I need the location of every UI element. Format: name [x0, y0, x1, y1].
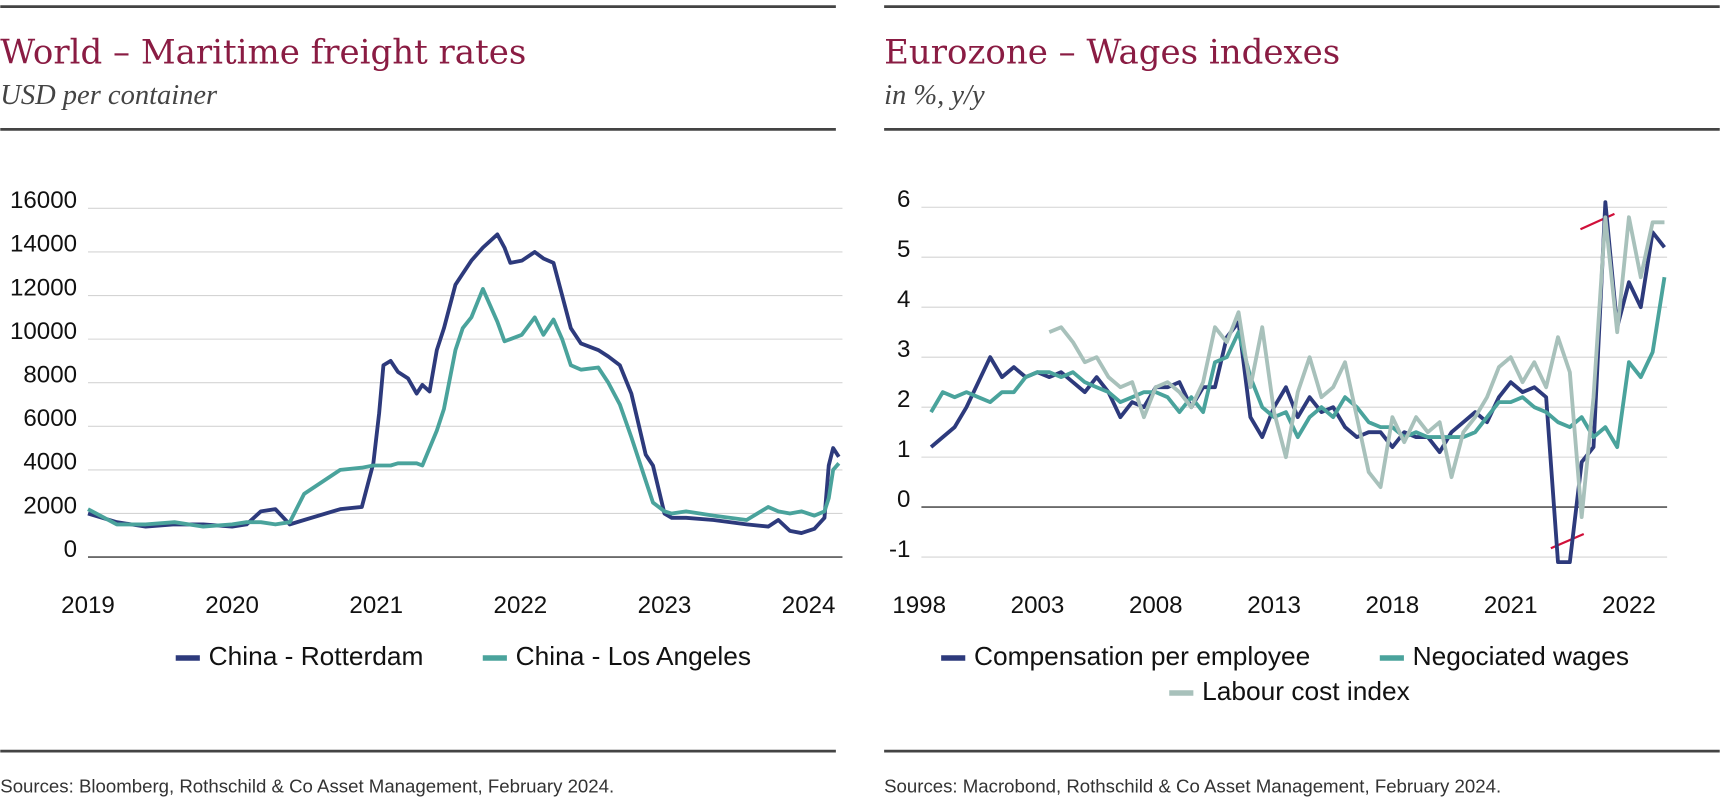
x-tick-label: 2003: [1011, 592, 1065, 619]
x-tick-label: 2020: [205, 592, 259, 619]
x-tick-label: 2019: [61, 592, 115, 619]
source: Sources: Macrobond, Rothschild & Co Asse…: [884, 775, 1501, 796]
x-tick-label: 1998: [892, 592, 946, 619]
series-line: [929, 200, 1666, 565]
series-line: [87, 287, 841, 529]
y-tick-label: 2000: [23, 492, 77, 519]
y-tick-label: 4: [897, 286, 910, 313]
y-tick-label: 0: [64, 536, 77, 563]
x-tick-label: 2023: [638, 592, 692, 619]
legend-label: China - Los Angeles: [516, 641, 751, 671]
chart-title: World – Maritime freight rates: [0, 33, 526, 73]
series-line: [1048, 215, 1665, 519]
y-tick-label: 4000: [23, 449, 77, 476]
x-tick-label: 2021: [1484, 592, 1538, 619]
y-tick-label: 12000: [10, 274, 77, 301]
legend-label: Compensation per employee: [974, 641, 1310, 671]
y-tick-label: 10000: [10, 318, 77, 345]
y-tick-label: 6: [897, 186, 910, 213]
series-line: [929, 276, 1667, 450]
chart-title: Eurozone – Wages indexes: [884, 33, 1340, 73]
legend-label: Negociated wages: [1413, 641, 1629, 671]
y-tick-label: 3: [897, 336, 910, 363]
y-tick-label: 0: [897, 486, 910, 513]
chart-subtitle: in %, y/y: [884, 80, 985, 111]
source: Sources: Bloomberg, Rothschild & Co Asse…: [0, 775, 614, 796]
y-tick-label: -1: [889, 536, 910, 563]
x-tick-label: 2022: [494, 592, 548, 619]
legend-label: Labour cost index: [1202, 676, 1410, 706]
y-tick-label: 14000: [10, 231, 77, 258]
series-line: [87, 232, 841, 535]
rules: [0, 5, 1720, 753]
x-tick-label: 2018: [1366, 592, 1420, 619]
legend-label: China - Rotterdam: [209, 641, 424, 671]
y-tick-label: 8000: [23, 362, 77, 389]
x-tick-label: 2022: [1602, 592, 1656, 619]
x-tick-label: 2008: [1129, 592, 1183, 619]
y-tick-label: 2: [897, 386, 910, 413]
y-tick-label: 1: [897, 436, 910, 463]
y-tick-label: 6000: [23, 405, 77, 432]
y-tick-label: 16000: [10, 187, 77, 214]
y-tick-label: 5: [897, 236, 910, 263]
chart-subtitle: USD per container: [0, 80, 218, 111]
x-tick-label: 2013: [1247, 592, 1301, 619]
x-tick-label: 2024: [782, 592, 836, 619]
x-tick-label: 2021: [349, 592, 403, 619]
